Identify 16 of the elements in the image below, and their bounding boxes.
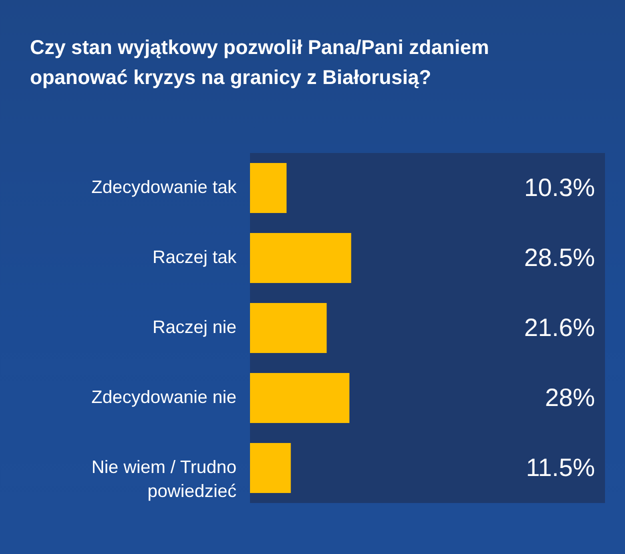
data-label: 28% <box>544 384 595 412</box>
y-tick-label: Nie wiem / Trudno powiedzieć <box>91 457 236 501</box>
y-tick-label: Raczej nie <box>152 317 236 337</box>
y-tick-label: Zdecydowanie nie <box>91 387 236 407</box>
bar <box>250 303 327 353</box>
data-label: 28.5% <box>524 244 595 272</box>
bar <box>250 443 291 493</box>
data-label: 10.3% <box>524 174 595 202</box>
chart-title: Czy stan wyjątkowy pozwolił Pana/Pani zdaniem opanować kryzys na granicy z Białorusią? <box>30 36 490 91</box>
y-tick-label: Raczej tak <box>152 247 238 267</box>
bar <box>250 163 287 213</box>
data-label: 11.5% <box>526 454 595 482</box>
bar <box>250 233 352 283</box>
y-tick-label: Zdecydowanie tak <box>91 177 238 197</box>
bar <box>250 373 350 423</box>
data-label: 21.6% <box>524 314 595 342</box>
